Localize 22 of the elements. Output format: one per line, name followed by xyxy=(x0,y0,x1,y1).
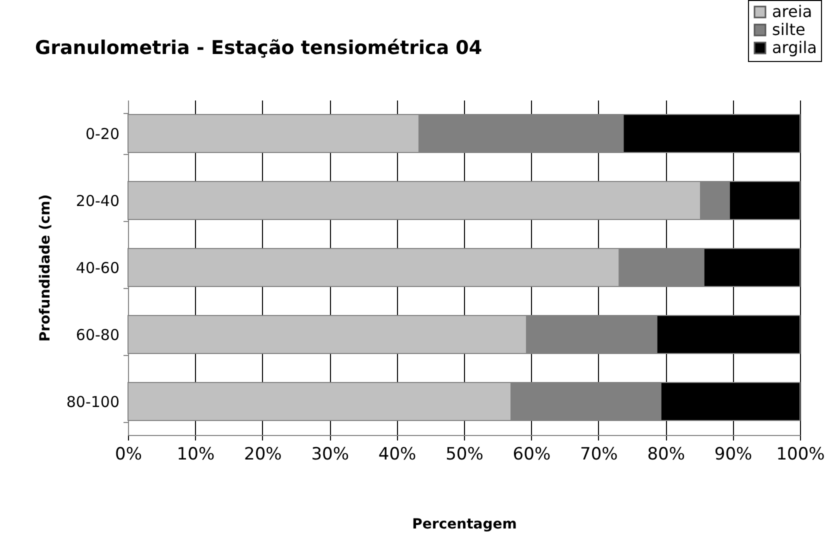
x-tick-label: 10% xyxy=(176,444,215,464)
x-tick-label: 20% xyxy=(244,444,282,464)
x-tick-label: 30% xyxy=(311,444,349,464)
y-tick-label: 20-40 xyxy=(76,192,120,210)
y-tick-label: 0-20 xyxy=(85,125,120,143)
legend-label: silte xyxy=(772,20,806,39)
x-tick-label: 60% xyxy=(512,444,551,464)
x-axis-title: Percentagem xyxy=(412,516,517,532)
x-tick-label: 70% xyxy=(580,444,618,464)
chart-title: Granulometria - Estação tensiométrica 04 xyxy=(35,37,482,59)
x-tick-label: 100% xyxy=(776,444,825,464)
x-tick-label: 0% xyxy=(115,444,142,464)
legend-label: argila xyxy=(772,38,817,57)
x-tick-label: 40% xyxy=(378,444,416,464)
x-tick-label: 80% xyxy=(647,444,685,464)
x-tick-label: 90% xyxy=(714,444,752,464)
legend-label: areia xyxy=(772,2,812,21)
x-tick-label: 50% xyxy=(446,444,484,464)
y-tick-label: 40-60 xyxy=(76,259,120,277)
y-tick-label: 60-80 xyxy=(76,326,120,344)
y-tick-label: 80-100 xyxy=(66,393,120,411)
y-axis-title: Profundidade (cm) xyxy=(37,194,54,342)
